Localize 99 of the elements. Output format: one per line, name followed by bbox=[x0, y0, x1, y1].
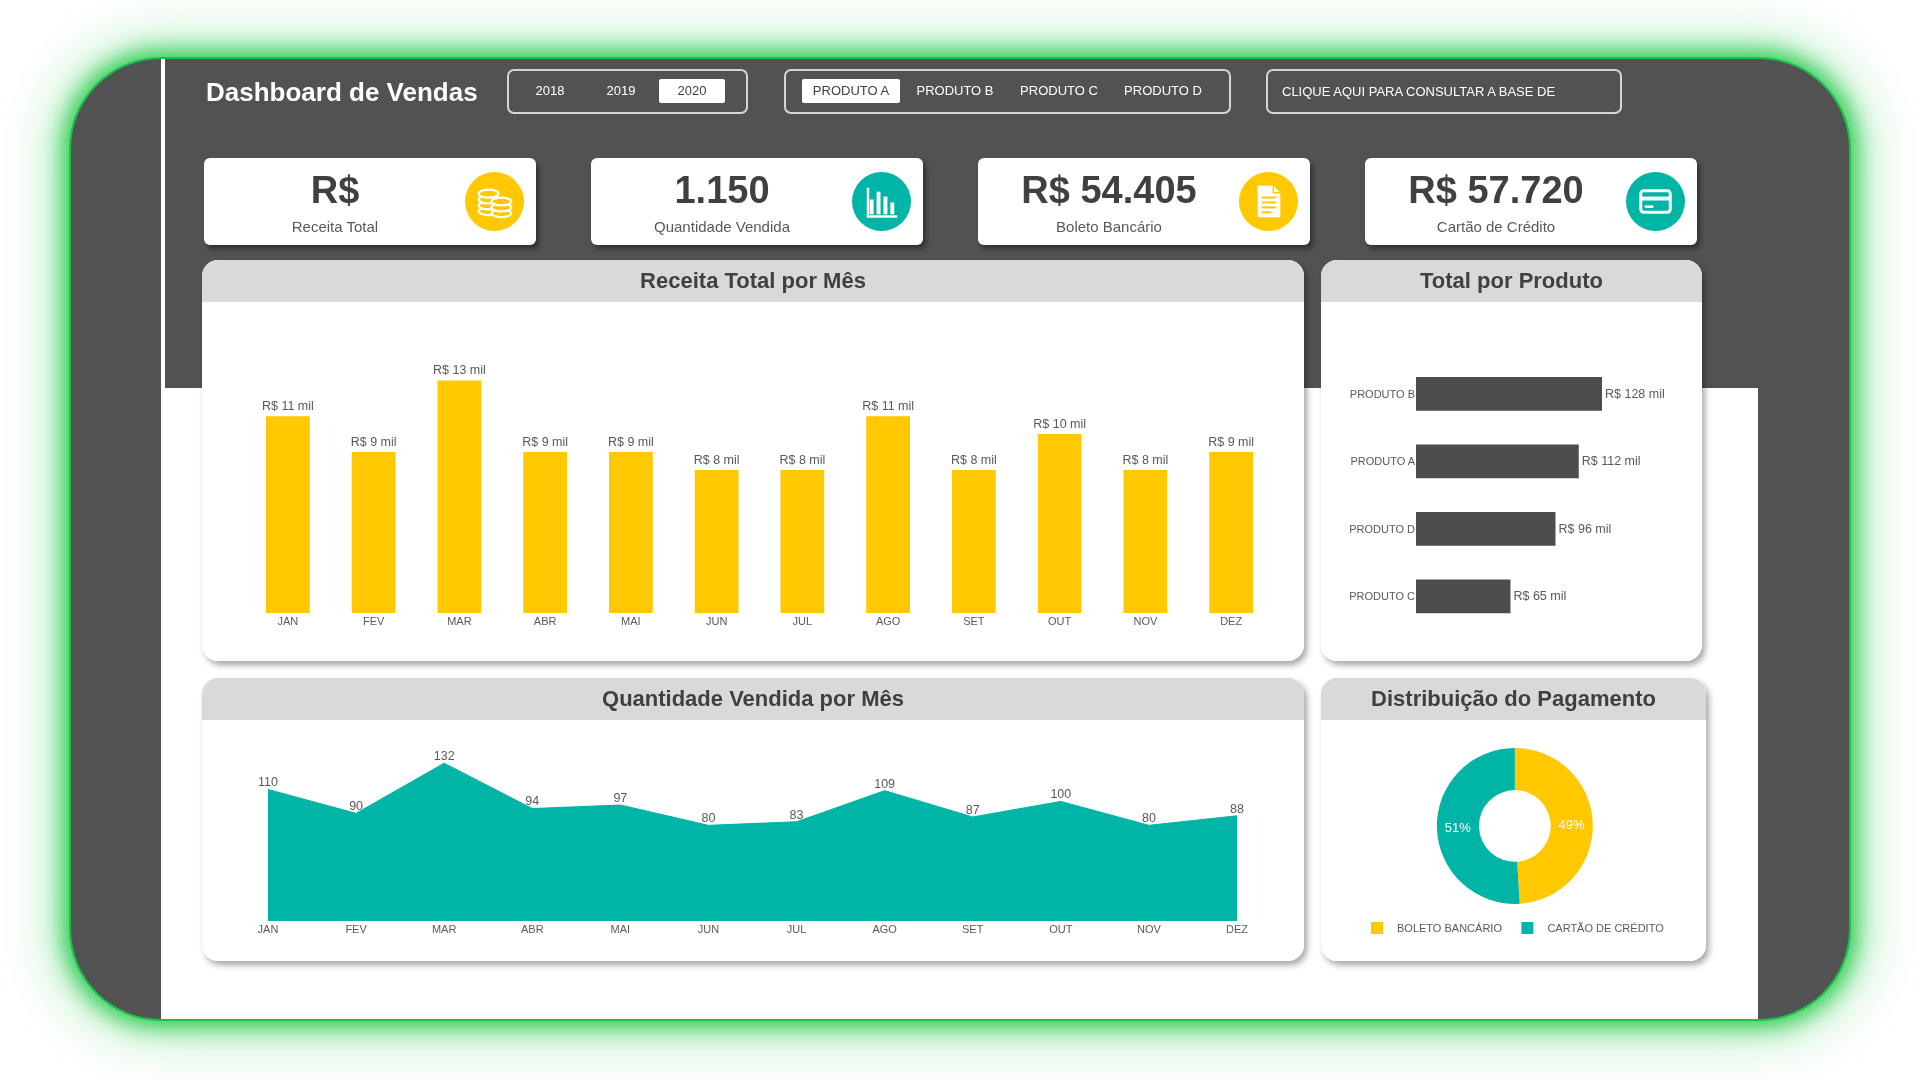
x-tick-label: NOV bbox=[1136, 923, 1162, 935]
bar bbox=[351, 452, 396, 613]
category-label: 2018 bbox=[517, 79, 583, 103]
x-tick-label: JUN bbox=[705, 615, 728, 627]
data-label: R$ 65 mil bbox=[1513, 589, 1567, 604]
x-tick-label: MAR bbox=[447, 615, 472, 627]
bar bbox=[1123, 469, 1168, 613]
data-label: 132 bbox=[433, 749, 455, 764]
x-tick-label: AGO bbox=[872, 923, 898, 935]
category-label: Boleto Bancário bbox=[1055, 218, 1163, 236]
data-label: R$ 13 mil bbox=[432, 363, 486, 378]
x-tick-label: SET bbox=[963, 615, 985, 627]
x-tick-label: JUL bbox=[786, 923, 807, 935]
x-tick-label: ABR bbox=[520, 923, 544, 935]
x-tick-label: MAI bbox=[621, 615, 641, 627]
data-label: R$ 9 mil bbox=[522, 435, 569, 450]
bar bbox=[1037, 434, 1082, 613]
data-label: R$ 8 mil bbox=[1122, 452, 1169, 467]
data-label: R$ 96 mil bbox=[1558, 521, 1612, 536]
data-label: R$ 9 mil bbox=[607, 435, 654, 450]
x-tick-label: MAI bbox=[610, 923, 631, 935]
x-tick-label: MAR bbox=[431, 923, 457, 935]
x-tick-label: FEV bbox=[362, 615, 385, 627]
bar bbox=[1416, 511, 1556, 546]
category-label: 2020 bbox=[659, 79, 725, 103]
bar bbox=[523, 452, 567, 613]
category-label: Quantidade Vendida bbox=[653, 218, 791, 236]
chart-title: Receita Total por Mês bbox=[202, 260, 1304, 302]
data-label: R$ 9 mil bbox=[1208, 435, 1255, 450]
x-tick-label: NOV bbox=[1133, 615, 1158, 627]
bar bbox=[780, 469, 825, 613]
x-tick-label: JAN bbox=[257, 923, 279, 935]
data-label: R$ 8 mil bbox=[693, 452, 740, 467]
text: 1.150 bbox=[674, 169, 770, 211]
x-tick-label: JAN bbox=[277, 615, 299, 627]
category-label: PRODUTO C bbox=[1010, 79, 1108, 103]
y-tick-label: PRODUTO C bbox=[1349, 590, 1416, 603]
chart-title: Total por Produto bbox=[1321, 260, 1702, 302]
y-tick-label: PRODUTO D bbox=[1349, 522, 1416, 535]
chart-title: Quantidade Vendida por Mês bbox=[202, 678, 1304, 720]
bar bbox=[866, 416, 910, 613]
data-label: R$ 10 mil bbox=[1033, 417, 1087, 432]
data-label: 51% bbox=[1444, 820, 1472, 836]
bar bbox=[1209, 452, 1253, 613]
bar bbox=[694, 469, 739, 613]
x-tick-label: SET bbox=[962, 923, 984, 935]
category-label: PRODUTO D bbox=[1114, 79, 1212, 103]
data-label: R$ 112 mil bbox=[1581, 454, 1641, 469]
y-tick-label: PRODUTO B bbox=[1349, 387, 1415, 400]
x-tick-label: DEZ bbox=[1226, 923, 1249, 935]
data-label: R$ 8 mil bbox=[779, 452, 826, 467]
data-label: 87 bbox=[965, 802, 980, 817]
bar bbox=[609, 452, 653, 613]
data-label: 88 bbox=[1230, 801, 1244, 816]
bar bbox=[437, 380, 482, 613]
text: R$ 54.405 bbox=[1021, 169, 1197, 211]
chart-title: Distribuição do Pagamento bbox=[1321, 678, 1706, 720]
text: R$ bbox=[310, 169, 360, 211]
data-label: R$ 11 mil bbox=[261, 399, 314, 414]
text: CLIQUE AQUI PARA CONSULTAR A BASE DE bbox=[1268, 71, 1620, 112]
data-label: R$ 9 mil bbox=[350, 435, 397, 450]
data-label: 109 bbox=[874, 776, 896, 791]
data-label: 80 bbox=[1141, 811, 1156, 826]
donut-slice bbox=[1436, 747, 1520, 904]
data-label: 94 bbox=[525, 794, 540, 809]
x-tick-label: OUT bbox=[1048, 615, 1072, 627]
category-label: PRODUTO B bbox=[906, 79, 1004, 103]
data-label: 83 bbox=[789, 807, 804, 822]
data-label: R$ 11 mil bbox=[862, 399, 915, 414]
data-label: 110 bbox=[258, 775, 279, 790]
text: Dashboard de Vendas bbox=[206, 76, 478, 109]
x-tick-label: FEV bbox=[345, 923, 368, 935]
data-label: 80 bbox=[701, 811, 716, 826]
x-tick-label: OUT bbox=[1049, 923, 1073, 935]
bar bbox=[266, 416, 310, 613]
category-label: Cartão de Crédito bbox=[1435, 218, 1557, 236]
x-tick-label: JUL bbox=[792, 615, 813, 627]
category-label: PRODUTO A bbox=[802, 79, 900, 103]
x-tick-label: JUN bbox=[697, 923, 720, 935]
category-label: Receita Total bbox=[290, 218, 380, 236]
bar bbox=[1416, 376, 1603, 411]
x-tick-label: ABR bbox=[533, 615, 557, 627]
category-label: 2019 bbox=[588, 79, 654, 103]
bar bbox=[1416, 444, 1579, 479]
legend-label: BOLETO BANCÁRIO bbox=[1397, 922, 1503, 935]
legend-label: CARTÃO DE CRÉDITO bbox=[1547, 922, 1665, 935]
data-label: R$ 8 mil bbox=[950, 452, 997, 467]
bar bbox=[952, 469, 996, 613]
text: R$ 57.720 bbox=[1408, 169, 1584, 211]
data-label: 90 bbox=[349, 799, 364, 814]
x-tick-label: AGO bbox=[875, 615, 901, 627]
y-tick-label: PRODUTO A bbox=[1350, 455, 1416, 468]
bar bbox=[1416, 579, 1511, 614]
data-label: 49% bbox=[1558, 816, 1585, 832]
donut-slice bbox=[1514, 747, 1593, 904]
data-label: 97 bbox=[613, 790, 628, 805]
data-label: R$ 128 mil bbox=[1605, 386, 1665, 401]
x-tick-label: DEZ bbox=[1220, 615, 1243, 627]
data-label: 100 bbox=[1050, 787, 1072, 802]
